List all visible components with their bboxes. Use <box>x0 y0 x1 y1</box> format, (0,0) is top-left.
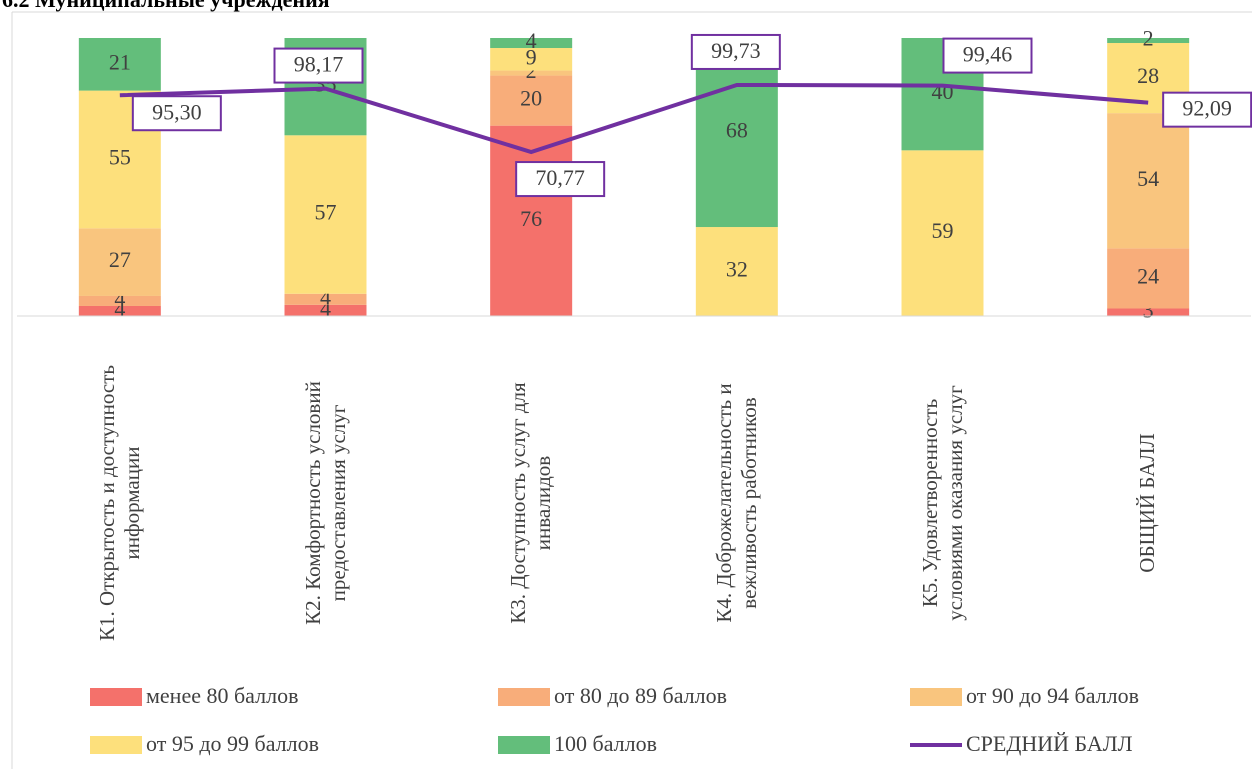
data-label-box <box>1162 91 1252 128</box>
data-label: 9 <box>526 44 537 69</box>
data-label: 4 <box>320 295 331 320</box>
legend-label: от 80 до 89 баллов <box>554 683 727 708</box>
data-label: 68 <box>726 118 748 143</box>
bar-segment <box>1107 308 1190 316</box>
data-label: 99,46 <box>963 42 1013 67</box>
data-label: 76 <box>520 206 542 231</box>
data-label: 4 <box>114 296 125 321</box>
legend-swatch <box>498 688 550 706</box>
legend-swatch <box>90 688 142 706</box>
data-label: 57 <box>315 200 337 225</box>
data-label: 92,09 <box>1182 96 1232 121</box>
bar-segment <box>284 135 367 294</box>
legend-label: СРЕДНИЙ БАЛЛ <box>966 731 1133 756</box>
bar-segment <box>1107 38 1190 44</box>
bar-segment <box>78 38 161 91</box>
bar-segment <box>1107 113 1190 249</box>
data-label: 3 <box>1143 297 1154 322</box>
data-label: 55 <box>109 145 131 170</box>
data-label: 98,17 <box>294 52 344 77</box>
data-label-box <box>131 95 222 132</box>
data-label-box <box>515 161 606 198</box>
data-label: 54 <box>1137 166 1159 191</box>
data-label: 4 <box>526 28 537 53</box>
data-label: 27 <box>109 247 131 272</box>
chart-title: 6.2 Муниципальные учреждения <box>2 0 330 12</box>
bar-segment <box>695 227 778 316</box>
x-tick-label: ОБЩИЙ БАЛЛ <box>1135 433 1160 573</box>
data-label: 21 <box>109 49 131 74</box>
data-label: 24 <box>1137 263 1159 288</box>
data-label: 70,77 <box>535 165 585 190</box>
data-label-box <box>273 47 364 84</box>
legend-label: от 90 до 94 баллов <box>966 683 1139 708</box>
bar-segment <box>490 48 573 71</box>
line <box>119 82 1149 155</box>
data-label: 4 <box>114 286 125 311</box>
data-label-box <box>942 37 1033 74</box>
bar-segment <box>284 304 367 316</box>
data-label-box <box>690 33 781 70</box>
legend-swatch <box>498 736 550 754</box>
legend-label: от 95 до 99 баллов <box>146 731 319 756</box>
data-label: 2 <box>526 58 537 83</box>
bar-segment <box>490 38 573 49</box>
bar-segment <box>78 228 161 296</box>
legend-swatch <box>910 688 962 706</box>
bar-segment <box>490 70 573 76</box>
bar-segment <box>490 75 573 126</box>
bar-segment <box>1107 248 1190 309</box>
legend-swatch <box>90 736 142 754</box>
bar-segment <box>78 305 161 316</box>
x-tick-label: К3. Доступность услуг для инвалидов <box>505 382 556 624</box>
bar-segment <box>901 150 984 316</box>
data-label: 95,30 <box>152 99 202 124</box>
bar-segment <box>78 295 161 306</box>
data-label: 32 <box>726 257 748 282</box>
data-label: 59 <box>932 218 954 243</box>
legend-label: менее 80 баллов <box>146 683 299 708</box>
data-label: 28 <box>1137 63 1159 88</box>
bar-segment <box>284 293 367 305</box>
data-label: 4 <box>320 284 331 309</box>
data-label: 99,73 <box>711 38 761 63</box>
x-tick-label: К5. Удовлетворенность условиями оказания… <box>917 385 967 621</box>
x-tick-label: К2. Комфортность условий предоставления … <box>300 381 350 625</box>
x-tick-label: К1. Открытость и доступность информации <box>94 365 144 641</box>
data-label: 2 <box>1143 26 1154 51</box>
legend-label: 100 баллов <box>554 731 657 756</box>
data-label: 20 <box>520 86 542 111</box>
x-tick-label: К4. Доброжелательность и вежливость рабо… <box>711 383 761 623</box>
bar-segment <box>490 125 573 316</box>
data-label: 40 <box>932 79 954 104</box>
